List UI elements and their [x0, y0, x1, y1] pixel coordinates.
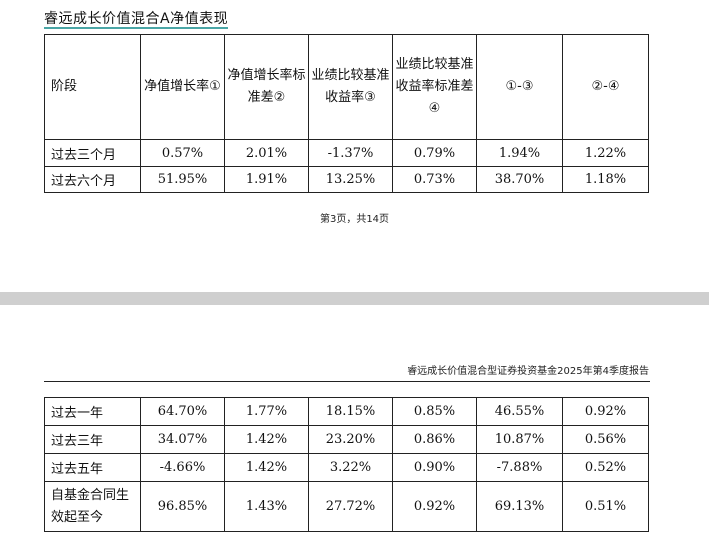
cell-value: 10.87% [476, 425, 563, 454]
cell-value: 1.42% [224, 425, 309, 454]
cell-value: -4.66% [140, 453, 225, 482]
row-stage: 过去三个月 [44, 139, 141, 167]
cell-value: 1.43% [224, 481, 309, 532]
document-page-3: 睿远成长价值混合A净值表现 阶段 净值增长率① 净值增长率标准差② 业绩比较基准… [44, 11, 649, 225]
cell-value: 96.85% [140, 481, 225, 532]
cell-value: 1.22% [562, 139, 649, 167]
cell-value: 0.56% [562, 425, 649, 454]
cell-value: 1.94% [476, 139, 563, 167]
cell-value: 0.85% [392, 397, 477, 426]
cell-value: 0.52% [562, 453, 649, 482]
header-nav-growth-rate: 净值增长率① [140, 34, 225, 140]
page-number: 第3页，共14页 [319, 214, 390, 225]
cell-value: 51.95% [140, 166, 225, 193]
cell-value: -1.37% [308, 139, 393, 167]
cell-value: 27.72% [308, 481, 393, 532]
cell-value: 2.01% [224, 139, 309, 167]
header-diff-1-3: ①-③ [476, 34, 563, 140]
table-row: 过去五年 -4.66% 1.42% 3.22% 0.90% -7.88% 0.5… [44, 453, 649, 482]
row-stage: 过去五年 [44, 453, 141, 482]
header-diff-2-4: ②-④ [562, 34, 649, 140]
cell-value: 1.91% [224, 166, 309, 193]
cell-value: 0.73% [392, 166, 477, 193]
table-row: 过去三个月 0.57% 2.01% -1.37% 0.79% 1.94% 1.2… [44, 139, 649, 167]
header-nav-growth-std: 净值增长率标准差② [224, 34, 309, 140]
cell-value: 38.70% [476, 166, 563, 193]
cell-value: 13.25% [308, 166, 393, 193]
cell-value: 0.90% [392, 453, 477, 482]
cell-value: 1.42% [224, 453, 309, 482]
cell-value: 34.07% [140, 425, 225, 454]
row-stage: 过去六个月 [44, 166, 141, 193]
header-benchmark-return: 业绩比较基准收益率③ [308, 34, 393, 140]
table-row: 过去一年 64.70% 1.77% 18.15% 0.85% 46.55% 0.… [44, 397, 649, 426]
page-separator [0, 292, 709, 305]
section-title: 睿远成长价值混合A净值表现 [44, 11, 229, 29]
row-stage: 过去一年 [44, 397, 141, 426]
header-stage: 阶段 [44, 34, 141, 140]
cell-value: -7.88% [476, 453, 563, 482]
cell-value: 0.86% [392, 425, 477, 454]
cell-value: 0.92% [562, 397, 649, 426]
header-benchmark-std: 业绩比较基准收益率标准差④ [392, 34, 477, 140]
row-stage: 过去三年 [44, 425, 141, 454]
cell-value: 46.55% [476, 397, 563, 426]
cell-value: 0.57% [140, 139, 225, 167]
table-row: 过去三年 34.07% 1.42% 23.20% 0.86% 10.87% 0.… [44, 425, 649, 454]
cell-value: 23.20% [308, 425, 393, 454]
table-row: 自基金合同生效起至今 96.85% 1.43% 27.72% 0.92% 69.… [44, 481, 649, 532]
document-page-4: 睿远成长价值混合型证券投资基金2025年第4季度报告 过去一年 64.70% 1… [0, 305, 709, 555]
table-row: 过去六个月 51.95% 1.91% 13.25% 0.73% 38.70% 1… [44, 166, 649, 193]
cell-value: 0.51% [562, 481, 649, 532]
cell-value: 1.18% [562, 166, 649, 193]
performance-table-continued: 过去一年 64.70% 1.77% 18.15% 0.85% 46.55% 0.… [44, 397, 649, 532]
performance-table: 阶段 净值增长率① 净值增长率标准差② 业绩比较基准收益率③ 业绩比较基准收益率… [44, 34, 649, 193]
table-header-row: 阶段 净值增长率① 净值增长率标准差② 业绩比较基准收益率③ 业绩比较基准收益率… [44, 34, 649, 140]
cell-value: 18.15% [308, 397, 393, 426]
cell-value: 0.92% [392, 481, 477, 532]
row-stage: 自基金合同生效起至今 [44, 481, 141, 532]
cell-value: 3.22% [308, 453, 393, 482]
cell-value: 1.77% [224, 397, 309, 426]
cell-value: 0.79% [392, 139, 477, 167]
running-header: 睿远成长价值混合型证券投资基金2025年第4季度报告 [407, 366, 649, 377]
cell-value: 64.70% [140, 397, 225, 426]
cell-value: 69.13% [476, 481, 563, 532]
header-rule [44, 381, 650, 382]
